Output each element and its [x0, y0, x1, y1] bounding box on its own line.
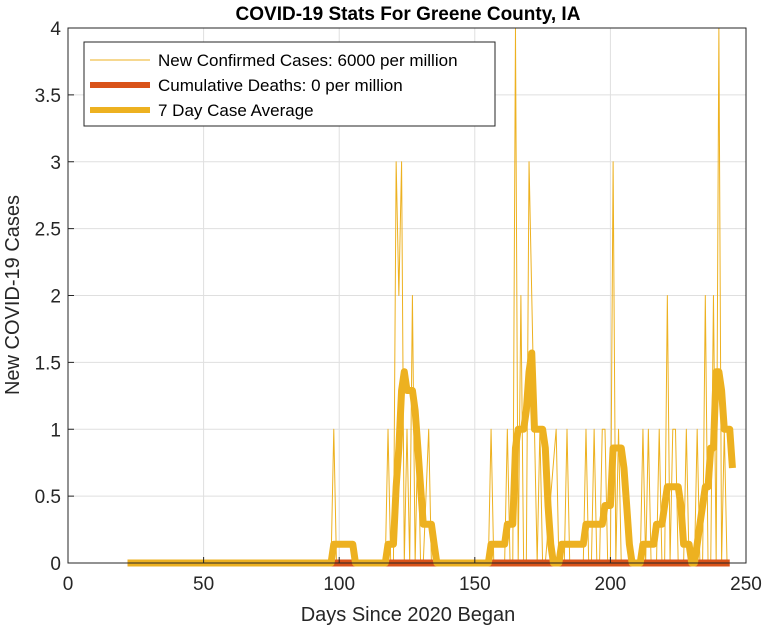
legend-box: [83, 41, 496, 127]
x-axis-ticks: 0 50 100 150 200 250: [63, 557, 762, 595]
y-tick-label: 1.5: [35, 353, 61, 374]
legend-label-deaths: Cumulative Deaths: 0 per million: [158, 76, 403, 95]
chart-title: COVID-19 Stats For Greene County, IA: [236, 4, 581, 25]
y-axis-label: New COVID-19 Cases: [2, 195, 24, 395]
x-tick-label: 100: [323, 574, 355, 595]
y-tick-label: 0: [50, 554, 61, 575]
y-tick-label: 2: [50, 287, 61, 308]
legend-label-new-cases: New Confirmed Cases: 6000 per million: [158, 51, 458, 70]
y-tick-label: 1: [50, 420, 61, 441]
x-tick-label: 200: [595, 574, 627, 595]
y-tick-label: 2.5: [35, 220, 61, 241]
x-axis-label: Days Since 2020 Began: [301, 604, 516, 626]
series-7day-average-line: [127, 349, 736, 567]
y-tick-label: 0.5: [35, 487, 61, 508]
y-tick-label: 3: [50, 153, 61, 174]
x-tick-label: 50: [193, 574, 214, 595]
legend: New Confirmed Cases: 6000 per million Cu…: [83, 41, 496, 127]
x-tick-label: 250: [730, 574, 762, 595]
x-tick-label: 150: [459, 574, 491, 595]
y-tick-label: 4: [50, 19, 61, 40]
y-tick-label: 3.5: [35, 86, 61, 107]
x-tick-label: 0: [63, 574, 74, 595]
legend-label-7day-average: 7 Day Case Average: [158, 101, 314, 120]
y-axis-ticks: 0 0.5 1 1.5 2 2.5 3 3.5 4: [35, 19, 74, 575]
